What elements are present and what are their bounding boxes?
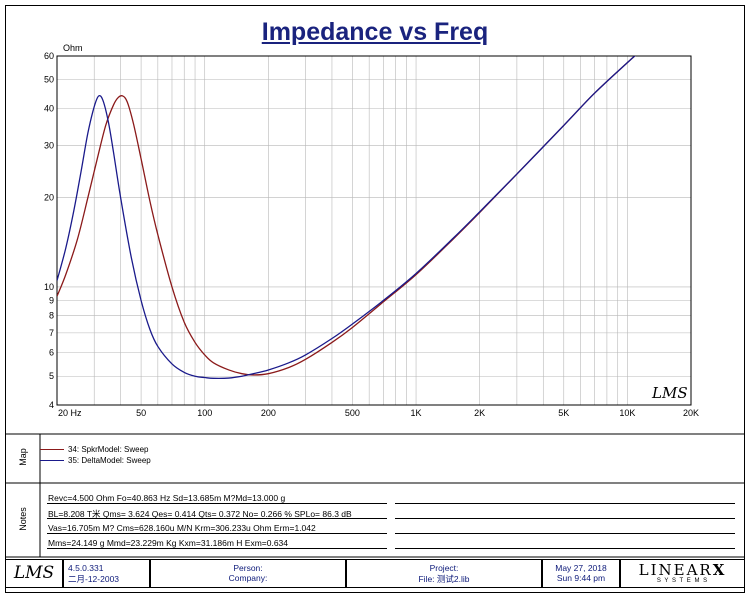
y-tick-label: 40 <box>44 103 54 113</box>
x-tick-label: 50 <box>136 408 146 418</box>
note-rule-3b <box>395 533 735 534</box>
legend-swatch-delta <box>40 460 64 462</box>
x-tick-label: 2K <box>474 408 485 418</box>
chart-title: Impedance vs Freq <box>261 18 489 46</box>
note-line-2: BL=8.208 T米 Qms= 3.624 Qes= 0.414 Qts= 0… <box>48 509 352 519</box>
footer-project-cell: Project: File: 测试2.lib <box>346 559 542 588</box>
note-rule-4a <box>47 548 387 549</box>
notes-panel-label: Notes <box>17 507 28 531</box>
footer-brand-x: X <box>712 561 727 579</box>
legend-swatch-spkr <box>40 449 64 451</box>
footer-date: May 27, 2018 <box>555 563 607 573</box>
footer-brand-cell: LINEARX S Y S T E M S <box>620 559 745 588</box>
note-rule-3a <box>47 533 387 534</box>
note-line-4: Mms=24.149 g Mmd=23.229m Kg Kxm=31.186m … <box>48 538 289 548</box>
grid <box>56 55 692 406</box>
footer-version: 4.5.0.331 <box>68 563 104 573</box>
footer-date-cell: May 27, 2018 Sun 9:44 pm <box>542 559 620 588</box>
note-line-1: Revc=4.500 Ohm Fo=40.863 Hz Sd=13.685m M… <box>48 493 286 503</box>
note-rule-1a <box>47 503 387 504</box>
y-tick-label: 60 <box>44 51 54 61</box>
note-rule-2b <box>395 518 735 519</box>
note-rule-4b <box>395 548 735 549</box>
footer-logo-cell: LMS <box>5 559 63 588</box>
y-tick-label: 4 <box>49 400 54 410</box>
x-tick-label: 500 <box>345 408 360 418</box>
y-tick-label: 9 <box>49 295 54 305</box>
legend-item-spkr: 34: SpkrModel: Sweep <box>40 445 149 454</box>
y-tick-label: 10 <box>44 282 54 292</box>
note-rule-1b <box>395 503 735 504</box>
y-tick-label: 20 <box>44 193 54 203</box>
y-tick-label: 6 <box>49 348 54 358</box>
footer-file: File: 测试2.lib <box>418 574 470 584</box>
outer-frame <box>5 5 745 593</box>
y-unit-label: Ohm <box>63 43 83 53</box>
map-panel-label: Map <box>17 448 28 466</box>
y-tick-label: 8 <box>49 311 54 321</box>
footer-version-cell: 4.5.0.331 二月-12-2003 <box>63 559 150 588</box>
y-tick-label: 7 <box>49 328 54 338</box>
legend-item-delta: 35: DeltaModel: Sweep <box>40 456 151 465</box>
footer-project: Project: <box>429 563 459 573</box>
footer-brand-main: LINEAR <box>638 561 713 579</box>
lms-watermark: LMS <box>651 384 688 402</box>
footer-person-cell: Person: Company: <box>150 559 346 588</box>
footer-lms-logo: LMS <box>13 563 55 583</box>
note-line-3: Vas=16.705m M? Cms=628.160u M/N Krm=306.… <box>48 523 316 533</box>
footer-brand: LINEARX <box>621 562 744 578</box>
note-rule-2a <box>47 518 387 519</box>
x-axis-ticks: 20 Hz 50 100 200 500 1K 2K 5K 10K 20K <box>58 408 699 418</box>
x-tick-label: 1K <box>411 408 422 418</box>
legend-label-spkr: 34: SpkrModel: Sweep <box>68 445 149 454</box>
x-tick-label: 20 Hz <box>58 408 82 418</box>
footer-company: Company: <box>228 573 268 583</box>
x-tick-label: 5K <box>558 408 569 418</box>
x-tick-label: 20K <box>683 408 699 418</box>
y-axis-ticks: 60 50 40 30 20 10 9 8 7 6 5 4 <box>44 51 54 410</box>
series-line-deltamodel <box>57 56 636 380</box>
y-tick-label: 5 <box>49 371 54 381</box>
plot-area-border <box>56 55 692 406</box>
x-tick-label: 200 <box>261 408 276 418</box>
y-tick-label: 30 <box>44 140 54 150</box>
footer-version-date: 二月-12-2003 <box>68 574 120 584</box>
y-tick-label: 50 <box>44 74 54 84</box>
series <box>57 56 636 380</box>
footer-brand-sub: S Y S T E M S <box>656 578 709 584</box>
x-tick-label: 100 <box>197 408 212 418</box>
footer-time: Sun 9:44 pm <box>556 573 606 583</box>
footer-person: Person: <box>233 563 263 573</box>
legend-label-delta: 35: DeltaModel: Sweep <box>68 456 151 465</box>
x-tick-label: 10K <box>619 408 635 418</box>
